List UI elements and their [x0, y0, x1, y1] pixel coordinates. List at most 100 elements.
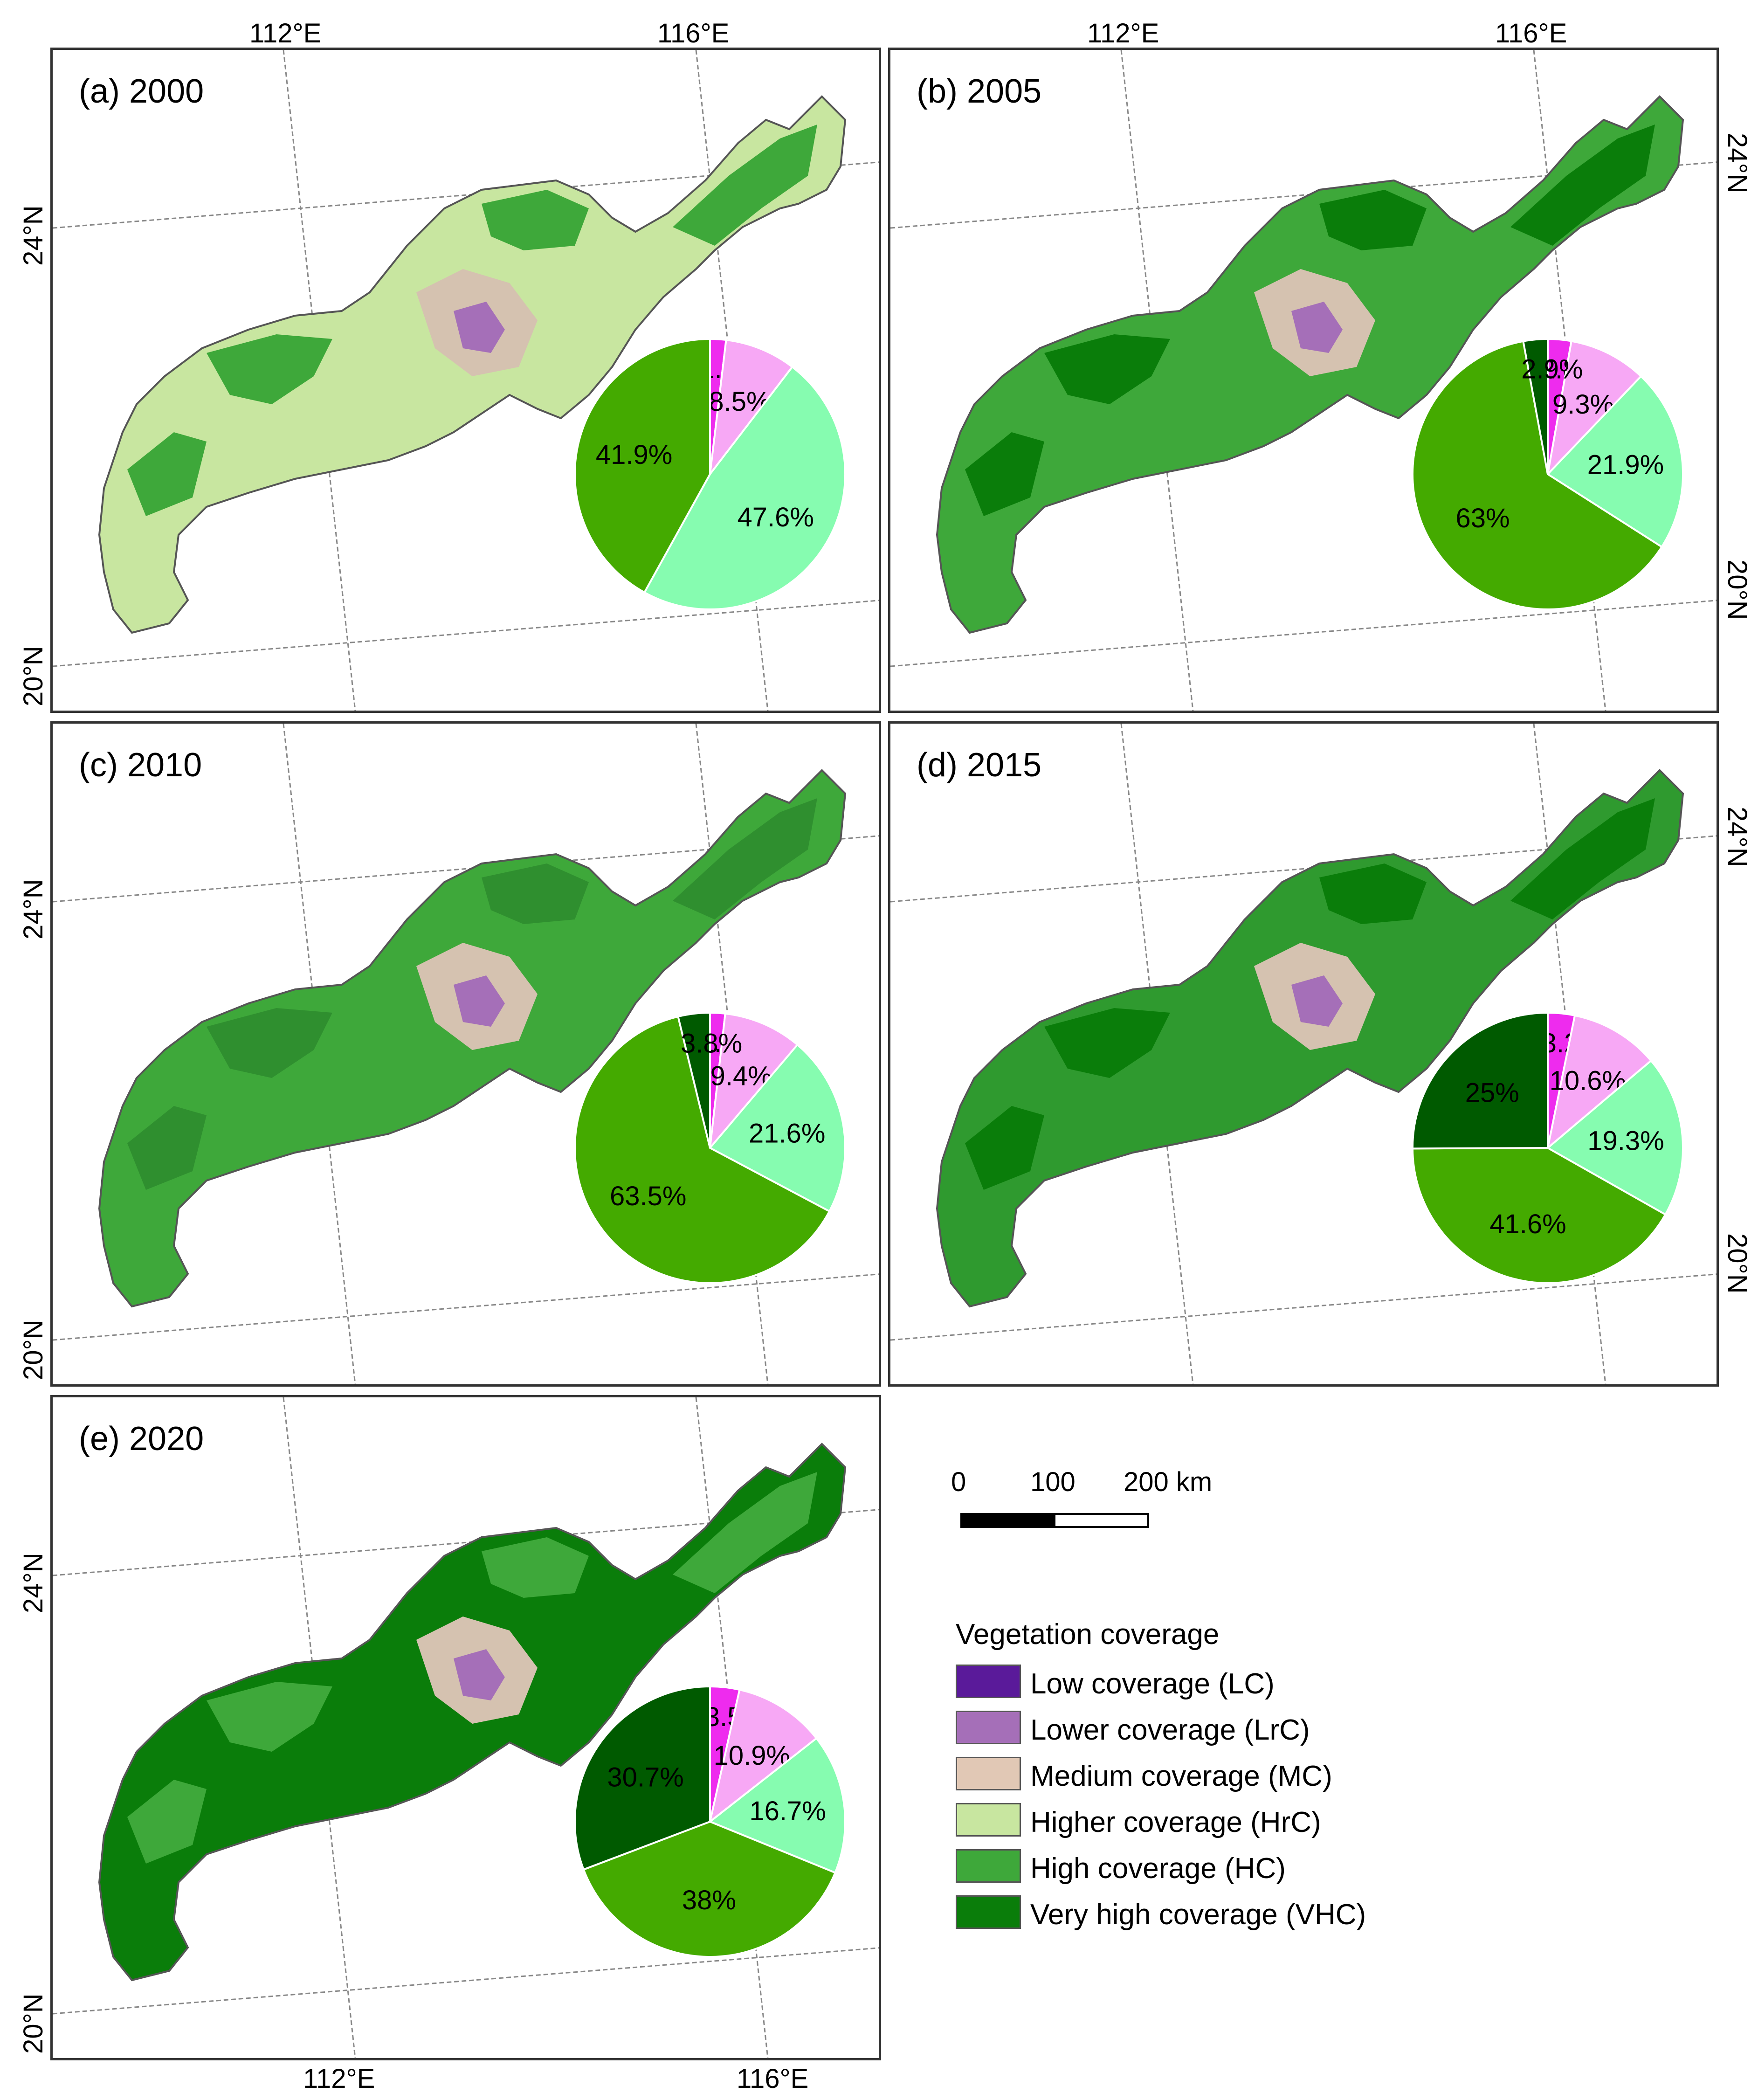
- lon-label-116-top: 116°E: [1495, 18, 1567, 48]
- patch-1: [207, 1682, 332, 1752]
- scale-bar: 0 100 200 km: [951, 1466, 1212, 1541]
- patch-2: [1319, 190, 1427, 250]
- panel-title: (b) 2005: [917, 73, 1042, 110]
- pie-label-mc: 10.6%: [1550, 1065, 1626, 1096]
- lat-label-24-left: 24°N: [18, 1553, 48, 1613]
- pie-label-hrc: 47.6%: [737, 502, 814, 532]
- lat-label-24-right: 24°N: [1722, 133, 1752, 193]
- patch-1: [1044, 334, 1170, 404]
- pie-slice-hrc: [1546, 1059, 1684, 1216]
- scale-tick-200: 200 km: [1124, 1467, 1213, 1497]
- legend: Vegetation coverage Low coverage (LC) Lo…: [956, 1618, 1515, 1944]
- pie-label-hc: 63%: [1455, 503, 1510, 533]
- pie-slice-mc: [708, 1688, 818, 1824]
- pie-slice-vhc: [574, 1685, 711, 1871]
- pie-slice-hrc: [708, 1737, 846, 1874]
- lower-zone: [1291, 975, 1343, 1027]
- pie-slice-mc: [709, 1012, 799, 1151]
- patch-3: [1510, 124, 1655, 246]
- lat-label-20-right: 20°N: [1722, 560, 1752, 620]
- pie-chart-c: 1.8%9.4%21.6%63.5%3.8%: [574, 1011, 846, 1284]
- lon-label-116-bottom: 116°E: [737, 2064, 809, 2094]
- pie-label-hrc: 16.7%: [749, 1796, 826, 1826]
- lon-label-116-top: 116°E: [657, 18, 730, 48]
- legend-label: Lower coverage (LrC): [1030, 1714, 1310, 1746]
- lon-label-112-bottom: 112°E: [303, 2064, 375, 2094]
- map-panel-b: (b) 2005 2.8%9.3%21.9%63%2.9%: [888, 48, 1719, 713]
- pie-chart-d: 3.2%10.6%19.3%41.6%25%: [1411, 1011, 1684, 1284]
- pie-label-hc: 63.5%: [610, 1181, 686, 1211]
- pie-slice-hrc: [1546, 375, 1684, 548]
- pie-slice-hrc: [708, 1043, 846, 1213]
- lat-label-24-right: 24°N: [1722, 807, 1752, 867]
- pie-label-vhc: 25%: [1465, 1078, 1519, 1108]
- lower-zone: [1291, 302, 1343, 353]
- legend-label: High coverage (HC): [1030, 1852, 1286, 1885]
- legend-label: Medium coverage (MC): [1030, 1760, 1332, 1792]
- pie-chart-a: 1.9%8.5%47.6%41.9%: [574, 338, 846, 610]
- pie-slice-mc: [709, 338, 794, 478]
- parallel-20: [890, 600, 1717, 667]
- map-graphic-b: [890, 50, 1717, 711]
- pie-label-vhc: 30.7%: [607, 1762, 683, 1792]
- lat-label-24-left: 24°N: [18, 205, 48, 266]
- map-panel-d: (d) 2015 3.2%10.6%19.3%41.6%25%: [888, 721, 1719, 1387]
- scale-tick-100: 100: [1030, 1467, 1075, 1497]
- legend-swatch: [956, 1711, 1021, 1744]
- lat-label-24-left: 24°N: [18, 879, 48, 939]
- legend-swatch: [956, 1895, 1021, 1929]
- legend-label: Higher coverage (HrC): [1030, 1806, 1321, 1838]
- pie-slice-vhc: [1411, 1011, 1549, 1150]
- lower-zone: [454, 302, 505, 353]
- map-graphic-a: [53, 50, 879, 711]
- map-graphic-e: [53, 1397, 879, 2058]
- patch-4: [965, 1106, 1044, 1190]
- panel-title: (c) 2010: [79, 746, 202, 784]
- pie-slice-hc: [574, 338, 711, 594]
- pie-slice-hc: [574, 1015, 831, 1284]
- patch-1: [1044, 1008, 1170, 1078]
- pie-slice-mc: [1546, 340, 1642, 477]
- lat-label-20-right: 20°N: [1722, 1233, 1752, 1294]
- parallel-20: [53, 1947, 879, 2015]
- pie-label-hc: 41.6%: [1489, 1209, 1566, 1239]
- map-panel-e: (e) 2020 3.5%10.9%16.7%38%30.7%: [50, 1395, 881, 2060]
- patch-2: [482, 190, 589, 250]
- patch-3: [673, 798, 817, 919]
- pie-chart-e: 3.5%10.9%16.7%38%30.7%: [574, 1685, 846, 1958]
- map-panel-a: (a) 2000 1.9%8.5%47.6%41.9%: [50, 48, 881, 713]
- pie-label-hc: 41.9%: [596, 440, 672, 470]
- pie-slice-hc: [1412, 340, 1663, 610]
- legend-swatch: [956, 1849, 1021, 1883]
- legend-swatch: [956, 1665, 1021, 1698]
- map-panel-c: (c) 2010 1.8%9.4%21.6%63.5%3.8%: [50, 721, 881, 1387]
- map-graphic-d: [890, 724, 1717, 1384]
- lat-label-20-left: 20°N: [18, 1993, 48, 2054]
- legend-swatch: [956, 1757, 1021, 1790]
- patch-2: [482, 863, 589, 924]
- patch-3: [673, 124, 817, 246]
- patch-1: [207, 334, 332, 404]
- lat-label-20-left: 20°N: [18, 1319, 48, 1380]
- pie-slice-vhc: [677, 1011, 711, 1148]
- lon-label-112-top: 112°E: [1087, 18, 1159, 48]
- patch-4: [127, 432, 207, 516]
- pie-label-vhc: 2.9%: [1521, 354, 1583, 385]
- legend-label: Low coverage (LC): [1030, 1668, 1275, 1700]
- map-graphic-c: [53, 724, 879, 1384]
- legend-title: Vegetation coverage: [956, 1618, 1220, 1651]
- lower-zone: [454, 975, 505, 1027]
- pie-label-hc: 38%: [682, 1885, 736, 1915]
- pie-slice-vhc: [1522, 338, 1549, 475]
- scale-tick-0: 0: [951, 1467, 966, 1497]
- panel-title: (e) 2020: [79, 1420, 204, 1458]
- scale-segment-white: [1054, 1513, 1149, 1528]
- patch-2: [1319, 863, 1427, 924]
- patch-4: [965, 432, 1044, 516]
- legend-label: Very high coverage (VHC): [1030, 1899, 1366, 1931]
- parallel-20: [53, 1273, 879, 1341]
- patch-4: [127, 1780, 207, 1864]
- panel-title: (d) 2015: [917, 746, 1042, 784]
- panel-title: (a) 2000: [79, 73, 204, 110]
- patch-4: [127, 1106, 207, 1190]
